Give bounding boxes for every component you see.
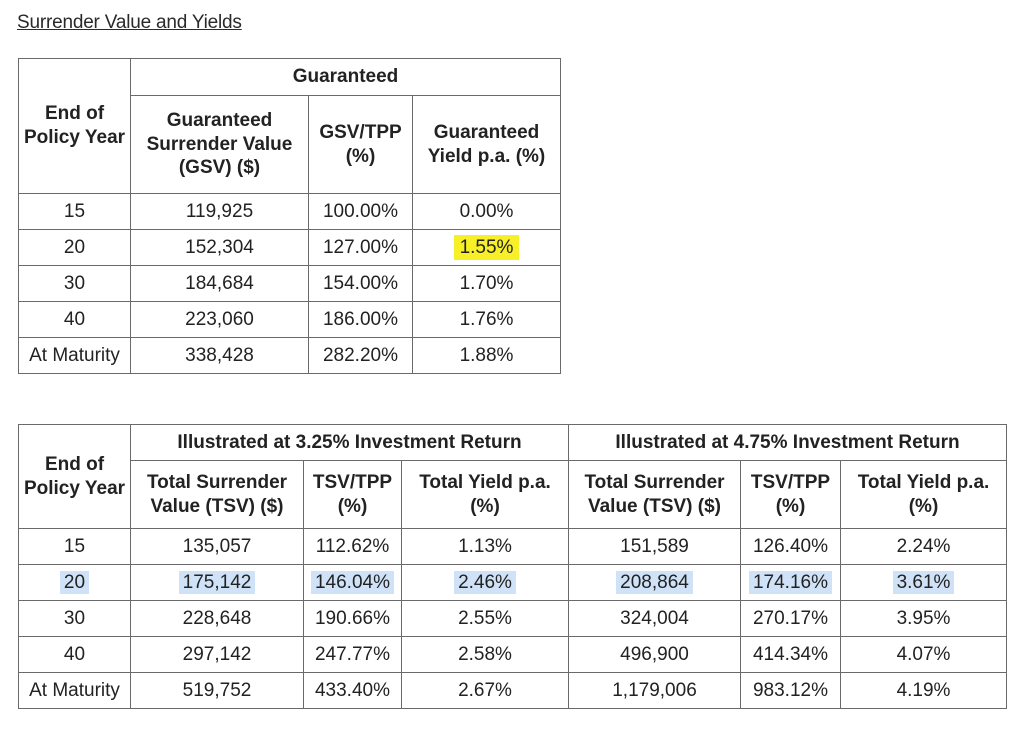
yield-a-cell: 2.58% xyxy=(401,636,569,673)
tsv-b-cell: 496,900 xyxy=(568,636,741,673)
ratio-a-cell: 433.40% xyxy=(303,672,402,709)
gsv-cell: 338,428 xyxy=(130,337,309,374)
table-row: 30 228,648 190.66% 2.55% 324,004 270.17%… xyxy=(18,600,1007,637)
blue-highlight: 2.46% xyxy=(454,570,516,594)
tsv-b-cell: 324,004 xyxy=(568,600,741,637)
tsv-b-cell: 208,864 xyxy=(568,564,741,601)
year-cell: 30 xyxy=(18,600,131,637)
col-tsv-b: Total Surrender Value (TSV) ($) xyxy=(568,460,741,529)
yield-b-cell: 3.95% xyxy=(840,600,1007,637)
gsv-cell: 119,925 xyxy=(130,193,309,230)
year-cell: 20 xyxy=(18,564,131,601)
blue-highlight: 175,142 xyxy=(178,570,256,594)
ratio-b-cell: 174.16% xyxy=(740,564,841,601)
group-header-illustrated-a: Illustrated at 3.25% Investment Return xyxy=(130,424,569,461)
col-gsv-tpp: GSV/TPP (%) xyxy=(308,95,413,194)
blue-highlight: 3.61% xyxy=(892,570,955,594)
ratio-a-cell: 190.66% xyxy=(303,600,402,637)
year-cell: At Maturity xyxy=(18,672,131,709)
blue-highlight: 20 xyxy=(59,570,90,594)
tsv-a-cell: 175,142 xyxy=(130,564,304,601)
ratio-cell: 127.00% xyxy=(308,229,413,266)
table-row: At Maturity 519,752 433.40% 2.67% 1,179,… xyxy=(18,672,1007,709)
tsv-a-cell: 135,057 xyxy=(130,528,304,565)
col-total-yield-b: Total Yield p.a. (%) xyxy=(840,460,1007,529)
table-row-highlighted: 20 175,142 146.04% 2.46% 208,864 174.16%… xyxy=(18,564,1007,601)
ratio-cell: 186.00% xyxy=(308,301,413,338)
gsv-cell: 152,304 xyxy=(130,229,309,266)
yield-a-cell: 2.46% xyxy=(401,564,569,601)
table-row: 15 119,925 100.00% 0.00% xyxy=(18,193,561,230)
yield-b-cell: 4.19% xyxy=(840,672,1007,709)
yield-b-cell: 3.61% xyxy=(840,564,1007,601)
gsv-cell: 184,684 xyxy=(130,265,309,302)
year-cell: 15 xyxy=(18,528,131,565)
ratio-a-cell: 146.04% xyxy=(303,564,402,601)
ratio-cell: 282.20% xyxy=(308,337,413,374)
gsv-cell: 223,060 xyxy=(130,301,309,338)
col-tsv-tpp-a: TSV/TPP (%) xyxy=(303,460,402,529)
ratio-a-cell: 247.77% xyxy=(303,636,402,673)
yield-cell-highlighted: 1.55% xyxy=(412,229,561,266)
table-row: 30 184,684 154.00% 1.70% xyxy=(18,265,561,302)
ratio-b-cell: 983.12% xyxy=(740,672,841,709)
yield-a-cell: 2.55% xyxy=(401,600,569,637)
table-row: 40 297,142 247.77% 2.58% 496,900 414.34%… xyxy=(18,636,1007,673)
year-cell: At Maturity xyxy=(18,337,131,374)
tsv-a-cell: 228,648 xyxy=(130,600,304,637)
ratio-b-cell: 270.17% xyxy=(740,600,841,637)
yield-a-cell: 1.13% xyxy=(401,528,569,565)
col-total-yield-a: Total Yield p.a. (%) xyxy=(401,460,569,529)
blue-highlight: 208,864 xyxy=(616,570,693,594)
year-cell: 20 xyxy=(18,229,131,266)
year-cell: 30 xyxy=(18,265,131,302)
ratio-cell: 154.00% xyxy=(308,265,413,302)
yield-b-cell: 2.24% xyxy=(840,528,1007,565)
tsv-b-cell: 1,179,006 xyxy=(568,672,741,709)
group-header-illustrated-b: Illustrated at 4.75% Investment Return xyxy=(568,424,1007,461)
table-row: 40 223,060 186.00% 1.76% xyxy=(18,301,561,338)
col-end-of-policy-year: End of Policy Year xyxy=(18,424,131,529)
yield-cell: 0.00% xyxy=(412,193,561,230)
yellow-highlight: 1.55% xyxy=(453,234,520,260)
yield-cell: 1.76% xyxy=(412,301,561,338)
ratio-b-cell: 126.40% xyxy=(740,528,841,565)
year-cell: 40 xyxy=(18,636,131,673)
illustrated-table: End of Policy Year Illustrated at 3.25% … xyxy=(18,424,1007,709)
table-row: At Maturity 338,428 282.20% 1.88% xyxy=(18,337,561,374)
col-tsv-tpp-b: TSV/TPP (%) xyxy=(740,460,841,529)
yield-cell: 1.70% xyxy=(412,265,561,302)
blue-highlight: 174.16% xyxy=(748,570,832,594)
col-gsv: Guaranteed Surrender Value (GSV) ($) xyxy=(130,95,309,194)
yield-b-cell: 4.07% xyxy=(840,636,1007,673)
col-tsv-a: Total Surrender Value (TSV) ($) xyxy=(130,460,304,529)
col-end-of-policy-year: End of Policy Year xyxy=(18,58,131,194)
yield-a-cell: 2.67% xyxy=(401,672,569,709)
ratio-cell: 100.00% xyxy=(308,193,413,230)
ratio-b-cell: 414.34% xyxy=(740,636,841,673)
table-row: 15 135,057 112.62% 1.13% 151,589 126.40%… xyxy=(18,528,1007,565)
group-header-guaranteed: Guaranteed xyxy=(130,58,561,96)
tsv-a-cell: 297,142 xyxy=(130,636,304,673)
year-cell: 15 xyxy=(18,193,131,230)
section-heading: Surrender Value and Yields xyxy=(17,12,242,33)
yield-cell: 1.88% xyxy=(412,337,561,374)
blue-highlight: 146.04% xyxy=(310,570,394,594)
table-row: 20 152,304 127.00% 1.55% xyxy=(18,229,561,266)
guaranteed-table: End of Policy Year Guaranteed Guaranteed… xyxy=(18,58,561,374)
tsv-a-cell: 519,752 xyxy=(130,672,304,709)
col-guaranteed-yield: Guaranteed Yield p.a. (%) xyxy=(412,95,561,194)
ratio-a-cell: 112.62% xyxy=(303,528,402,565)
year-cell: 40 xyxy=(18,301,131,338)
tsv-b-cell: 151,589 xyxy=(568,528,741,565)
